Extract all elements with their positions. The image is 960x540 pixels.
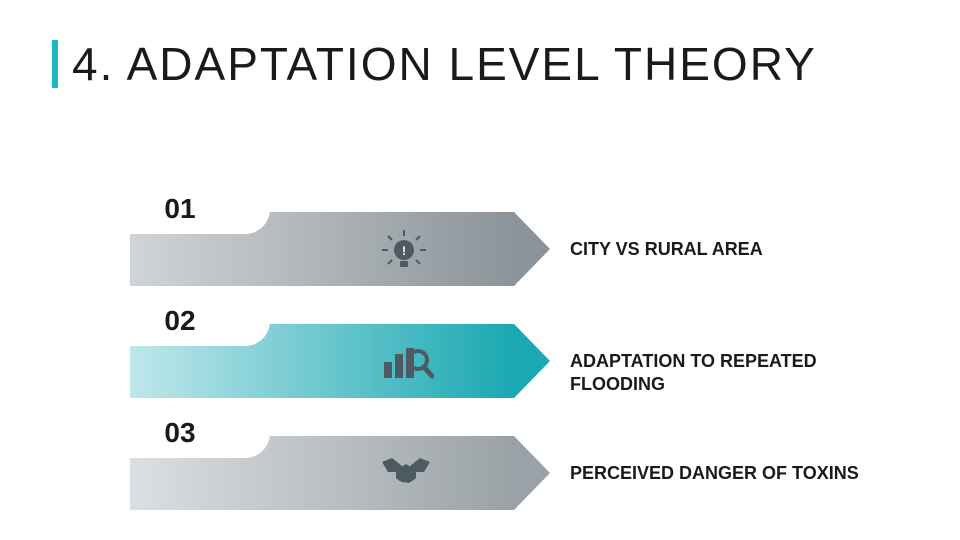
number-pill: 01: [90, 184, 270, 234]
row-label: PERCEIVED DANGER OF TOXINS: [570, 462, 859, 485]
row-label: CITY VS RURAL AREA: [570, 238, 763, 261]
title-accent-bar: [52, 40, 58, 88]
title-block: 4. ADAPTATION LEVEL THEORY: [52, 40, 817, 88]
handshake-icon: [378, 452, 434, 497]
number-label: 01: [164, 193, 195, 225]
arrow-head: [514, 436, 550, 510]
chart-magnify-icon: [378, 340, 434, 391]
row-label: ADAPTATION TO REPEATED FLOODING: [570, 350, 890, 395]
arrow-row: 02 ADAPTATION TO REPEATED FLOODING: [80, 296, 900, 408]
number-pill: 03: [90, 408, 270, 458]
arrow-row: 01 ! CITY VS RURAL AREA: [80, 184, 900, 296]
number-label: 02: [164, 305, 195, 337]
page-title: 4. ADAPTATION LEVEL THEORY: [72, 40, 817, 88]
lightbulb-icon: !: [378, 228, 430, 279]
svg-text:!: !: [402, 244, 406, 258]
arrow-row: 03 PERCEIVED DANGER OF TOXINS: [80, 408, 900, 520]
number-pill: 02: [90, 296, 270, 346]
number-label: 03: [164, 417, 195, 449]
arrow-head: [514, 212, 550, 286]
arrow-head: [514, 324, 550, 398]
arrow-rows: 01 ! CITY VS RURAL AREA: [80, 184, 900, 520]
